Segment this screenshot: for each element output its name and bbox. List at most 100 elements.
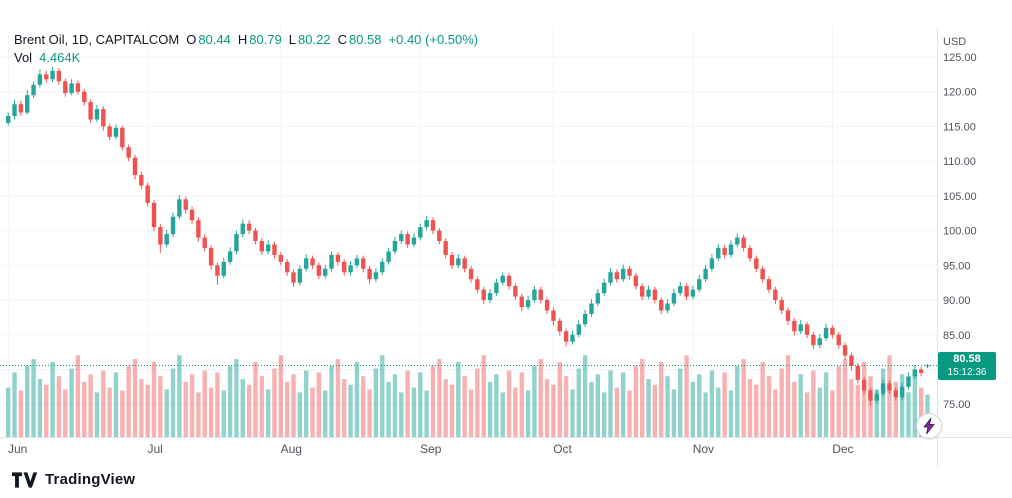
candle (284, 261, 290, 273)
candle (836, 334, 841, 346)
candle (405, 234, 410, 245)
candle (544, 300, 550, 311)
candle (766, 279, 772, 290)
volume-bar (316, 372, 322, 437)
candle (31, 84, 36, 96)
candle (101, 109, 106, 127)
candle (88, 102, 93, 120)
candle (69, 83, 74, 94)
volume-bar (506, 370, 512, 437)
candle (380, 261, 385, 273)
tradingview-logo-icon[interactable] (12, 471, 38, 488)
volume-bar (538, 359, 543, 437)
symbol-title[interactable]: Brent Oil, 1D, CAPITALCOM (14, 32, 180, 47)
candle (640, 286, 645, 297)
volume-bar (620, 372, 626, 437)
candle (798, 324, 803, 332)
candle (804, 324, 810, 335)
candle (779, 300, 784, 311)
candle (849, 355, 854, 367)
volume-bar (456, 361, 461, 437)
chart-pane[interactable] (0, 28, 937, 437)
candle (424, 220, 429, 228)
volume-bar (747, 379, 753, 437)
candle (386, 251, 391, 262)
candle (361, 258, 366, 269)
candle (557, 320, 562, 332)
volume-bar (405, 370, 410, 437)
volume-bar (646, 379, 651, 437)
volume-bar (246, 384, 252, 437)
volume-bar (399, 392, 404, 437)
volume-bar (690, 381, 696, 437)
candle (215, 265, 220, 276)
volume-bar (462, 376, 467, 437)
candle (684, 286, 689, 297)
candle (25, 95, 30, 113)
volume-bar (202, 370, 207, 437)
volume-bar (151, 361, 157, 437)
volume-bar (196, 392, 201, 437)
volume-bar (189, 374, 195, 437)
ohlc-open: O 80.44 (186, 32, 231, 47)
candle (170, 216, 176, 235)
volume-bar (177, 355, 182, 437)
candle (310, 258, 315, 266)
volume-bar (627, 390, 632, 437)
volume-bar (75, 355, 81, 437)
volume-bar (44, 384, 49, 437)
volume-bar (532, 365, 537, 437)
price-tick: 90.00 (943, 295, 971, 307)
time-tick: Sep (420, 442, 442, 456)
bar-countdown: 15:12:36 (947, 367, 987, 378)
tradingview-brand[interactable]: TradingView (45, 471, 136, 488)
candle (785, 310, 791, 321)
volume-bar (544, 379, 550, 437)
volume-bar (874, 389, 879, 437)
volume-bar (728, 390, 734, 437)
candle (899, 386, 905, 398)
price-tick: 85.00 (943, 330, 971, 342)
candle (196, 220, 201, 238)
time-tick: Dec (832, 442, 853, 456)
candle (912, 369, 918, 377)
last-price-badge[interactable]: 80.58 15:12:36 (938, 352, 996, 380)
volume-bar (145, 384, 150, 437)
instant-trading-button[interactable] (916, 413, 942, 439)
candle (120, 127, 125, 148)
time-scale[interactable] (0, 437, 1012, 465)
volume-bar (836, 365, 841, 437)
time-tick: Jul (148, 442, 163, 456)
candle (208, 247, 214, 266)
volume-bar (557, 361, 562, 437)
volume-bar (678, 368, 683, 437)
volume-bar (88, 374, 93, 437)
volume-bar (754, 384, 759, 437)
time-tick: Oct (553, 442, 572, 456)
candle (139, 175, 144, 186)
volume-bar (31, 359, 36, 437)
candle (335, 254, 341, 262)
candle (291, 272, 296, 283)
candle (342, 261, 347, 273)
candle (513, 286, 518, 297)
candle (18, 104, 24, 113)
candle (500, 275, 505, 283)
candle (37, 74, 43, 85)
candle (906, 376, 911, 387)
candle (614, 272, 620, 280)
candle (113, 127, 119, 137)
volume-bar (779, 368, 784, 437)
volume-bar (804, 392, 810, 437)
volume-bar (430, 365, 436, 437)
volume-bar (69, 368, 74, 437)
volume-bar (259, 376, 264, 437)
volume-label: Vol (14, 50, 33, 65)
candle (506, 275, 512, 287)
candle (823, 327, 829, 339)
volume-bar (183, 381, 188, 437)
volume-bar (792, 381, 797, 437)
candle (576, 324, 581, 335)
candle (323, 268, 328, 276)
